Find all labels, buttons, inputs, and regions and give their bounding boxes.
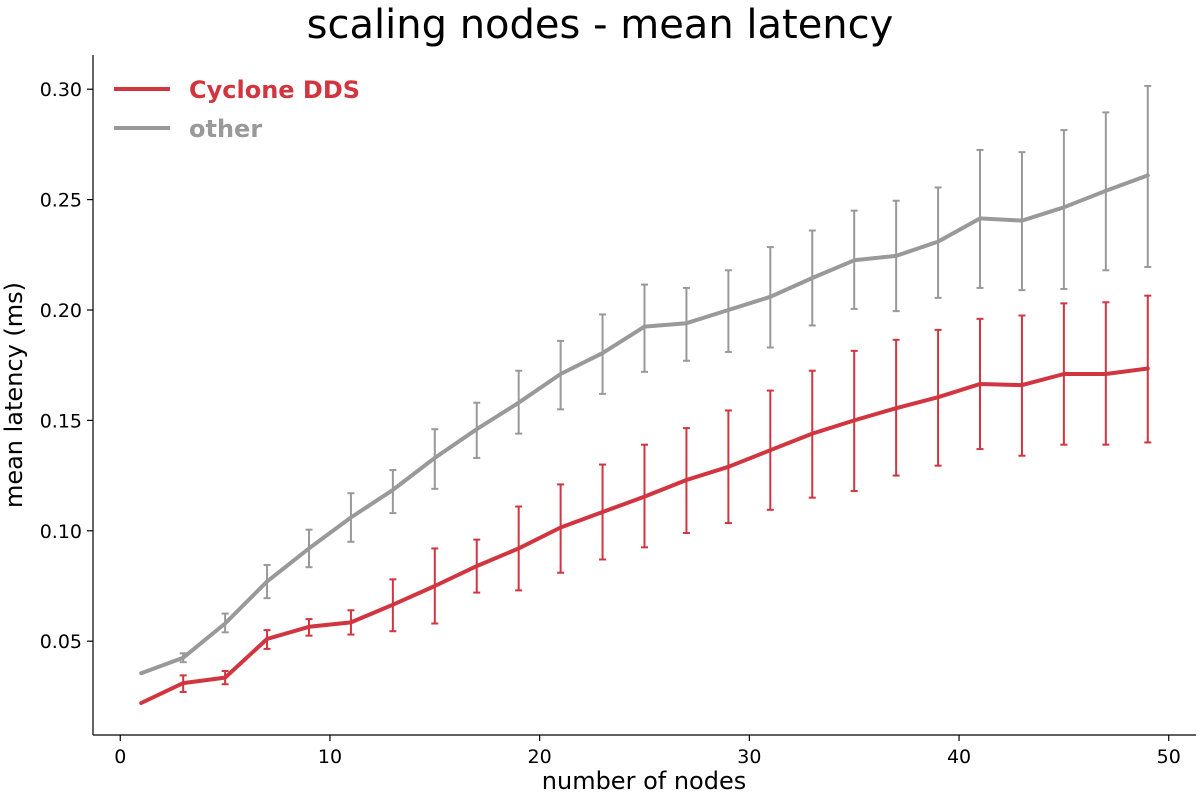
series-0 [139,294,1152,705]
x-tick-label: 50 [1157,746,1181,768]
x-tick-label: 10 [318,746,342,768]
y-tick-label: 0.15 [40,410,82,432]
x-tick-label: 20 [528,746,552,768]
series-layer [139,84,1152,705]
x-tick-label: 0 [114,746,126,768]
series-1 [139,84,1152,676]
axes: 0 10 20 30 40 50 0.05 0.10 0.15 0.20 0.25 0.30 [40,55,1196,768]
x-tick-label: 40 [947,746,971,768]
legend-item: other [114,115,262,143]
x-axis-label: number of nodes [542,767,746,795]
y-tick-label: 0.25 [40,190,82,212]
legend-item: Cyclone DDS [114,76,360,104]
legend: Cyclone DDS other [114,76,360,143]
y-tick-label: 0.05 [40,631,82,653]
legend-label: other [189,115,262,143]
series-line [139,366,1150,705]
chart-title: scaling nodes - mean latency [307,2,894,48]
y-tick-label: 0.10 [40,521,82,543]
y-axis-label: mean latency (ms) [0,282,28,508]
legend-label: Cyclone DDS [189,76,360,104]
y-tick-label: 0.20 [40,300,82,322]
x-tick-label: 30 [737,746,761,768]
y-tick-label: 0.30 [40,79,82,101]
series-line [139,173,1150,676]
